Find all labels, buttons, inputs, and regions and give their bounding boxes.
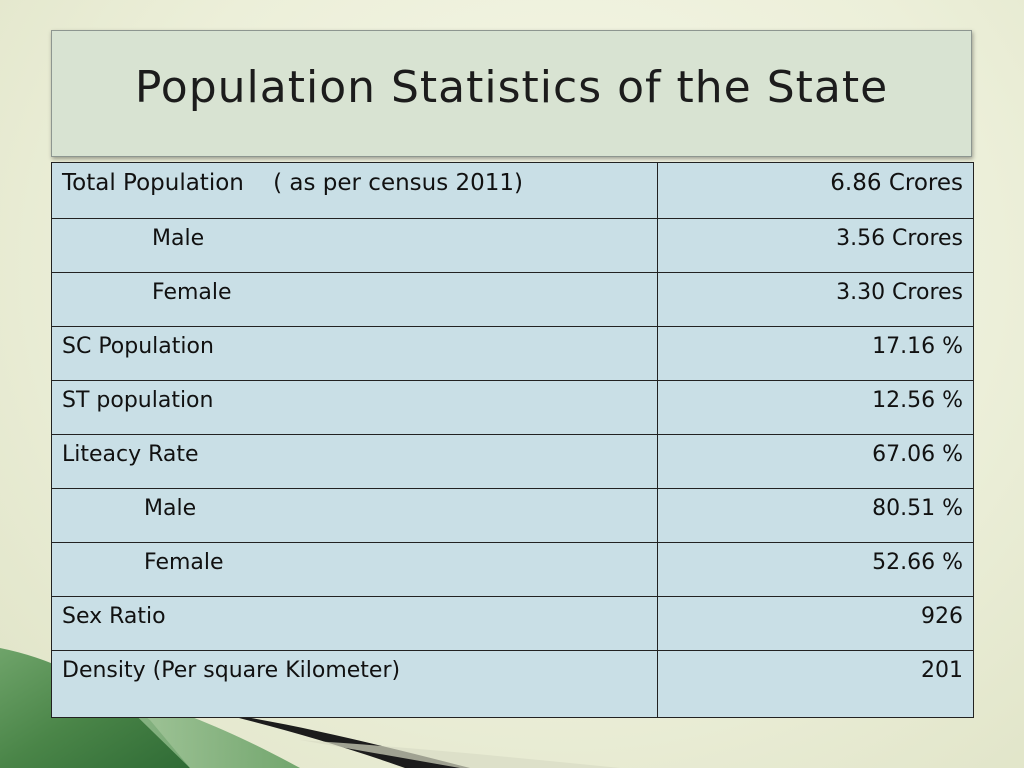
table-row: Liteacy Rate 67.06 % [51, 434, 974, 489]
row-label: SC Population [51, 326, 658, 381]
slide-title: Population Statistics of the State [134, 62, 889, 113]
row-value: 12.56 % [657, 380, 974, 435]
row-label: Male [51, 218, 658, 273]
row-label: Female [51, 542, 658, 597]
table-row: Male 3.56 Crores [51, 218, 974, 273]
row-value: 52.66 % [657, 542, 974, 597]
row-value: 80.51 % [657, 488, 974, 543]
table-row: Female 3.30 Crores [51, 272, 974, 327]
title-box: Population Statistics of the State [51, 30, 972, 157]
row-label: Total Population ( as per census 2011) [51, 162, 658, 219]
row-label: Density (Per square Kilometer) [51, 650, 658, 718]
row-label: Liteacy Rate [51, 434, 658, 489]
row-value: 67.06 % [657, 434, 974, 489]
table-row: ST population 12.56 % [51, 380, 974, 435]
table-row: Sex Ratio 926 [51, 596, 974, 651]
row-value: 17.16 % [657, 326, 974, 381]
row-value: 3.30 Crores [657, 272, 974, 327]
row-label: Male [51, 488, 658, 543]
row-value: 3.56 Crores [657, 218, 974, 273]
row-label: Female [51, 272, 658, 327]
row-value: 201 [657, 650, 974, 718]
row-value: 6.86 Crores [657, 162, 974, 219]
table-row: Male 80.51 % [51, 488, 974, 543]
table-row: Density (Per square Kilometer) 201 [51, 650, 974, 718]
population-stats-table: Total Population ( as per census 2011) 6… [51, 162, 974, 718]
row-label: ST population [51, 380, 658, 435]
table-row: Female 52.66 % [51, 542, 974, 597]
row-label: Sex Ratio [51, 596, 658, 651]
table-row: SC Population 17.16 % [51, 326, 974, 381]
row-value: 926 [657, 596, 974, 651]
table-row: Total Population ( as per census 2011) 6… [51, 162, 974, 219]
